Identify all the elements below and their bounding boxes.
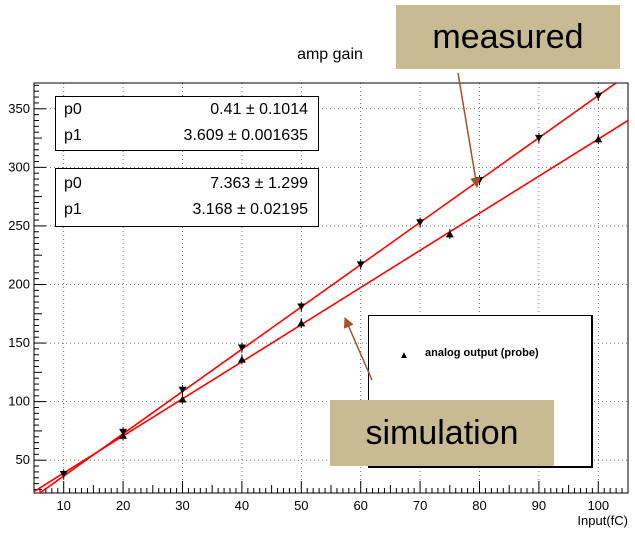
y-tick-label: 350 xyxy=(8,101,30,116)
data-point xyxy=(59,471,68,478)
stat-row-p0: p0 0.41 ± 0.1014 xyxy=(56,97,318,123)
x-tick-label: 80 xyxy=(472,498,486,513)
x-tick-label: 90 xyxy=(532,498,546,513)
fit-stats-box-measured: p0 0.41 ± 0.1014 p1 3.609 ± 0.001635 xyxy=(55,96,319,151)
stat-name: p0 xyxy=(64,175,82,192)
data-point xyxy=(445,230,454,238)
y-tick-label: 100 xyxy=(8,394,30,409)
triangle-up-icon: ▲ xyxy=(399,350,409,361)
x-tick-label: 100 xyxy=(587,498,609,513)
y-tick-label: 200 xyxy=(8,276,30,291)
x-tick-label: 20 xyxy=(116,498,130,513)
x-tick-label: 10 xyxy=(56,498,70,513)
data-point xyxy=(237,355,246,363)
data-point xyxy=(237,344,246,352)
stat-name: p0 xyxy=(64,101,82,118)
data-point xyxy=(297,303,306,311)
axis-ticks xyxy=(33,84,629,493)
x-tick-label: 40 xyxy=(235,498,249,513)
data-point xyxy=(356,261,365,269)
stat-row-p1: p1 3.168 ± 0.02195 xyxy=(56,197,318,223)
data-point xyxy=(594,92,603,100)
stat-value: 7.363 ± 1.299 xyxy=(210,175,308,192)
x-axis-label: Input(fC) xyxy=(577,513,628,528)
data-point xyxy=(119,432,128,439)
chart-title: amp gain xyxy=(297,46,363,63)
x-tick-label: 60 xyxy=(353,498,367,513)
stat-row-p1: p1 3.609 ± 0.001635 xyxy=(56,123,318,149)
x-tick-label: 70 xyxy=(413,498,427,513)
y-tick-label: 300 xyxy=(8,159,30,174)
x-tick-label: 30 xyxy=(175,498,189,513)
stat-value: 3.168 ± 0.02195 xyxy=(192,201,308,218)
fit-line-1 xyxy=(34,119,628,493)
y-tick-label: 250 xyxy=(8,218,30,233)
fit-lines xyxy=(34,83,628,493)
data-point xyxy=(178,386,187,394)
data-point xyxy=(178,395,187,403)
callout-measured: measured xyxy=(396,5,620,69)
data-point xyxy=(416,219,425,226)
grid-lines xyxy=(34,83,628,493)
data-point xyxy=(297,319,306,327)
data-point xyxy=(534,134,543,142)
x-tick-label: 50 xyxy=(294,498,308,513)
stat-value: 0.41 ± 0.1014 xyxy=(210,101,308,118)
tick-labels: 10 20 30 40 50 60 70 80 90 100 50 100 150 200 250 300 35… xyxy=(8,101,609,513)
y-tick-label: 50 xyxy=(16,452,30,467)
legend-entry: analog output (probe) xyxy=(425,347,539,359)
stat-name: p1 xyxy=(64,127,82,144)
stat-value: 3.609 ± 0.001635 xyxy=(183,127,308,144)
fit-line-0 xyxy=(38,83,618,493)
data-point xyxy=(594,135,603,143)
fit-stats-box-simulation: p0 7.363 ± 1.299 p1 3.168 ± 0.02195 xyxy=(55,168,319,227)
stat-name: p1 xyxy=(64,201,82,218)
stat-row-p0: p0 7.363 ± 1.299 xyxy=(56,171,318,197)
callout-simulation: simulation xyxy=(330,400,554,466)
y-tick-label: 150 xyxy=(8,335,30,350)
data-points xyxy=(59,90,603,480)
